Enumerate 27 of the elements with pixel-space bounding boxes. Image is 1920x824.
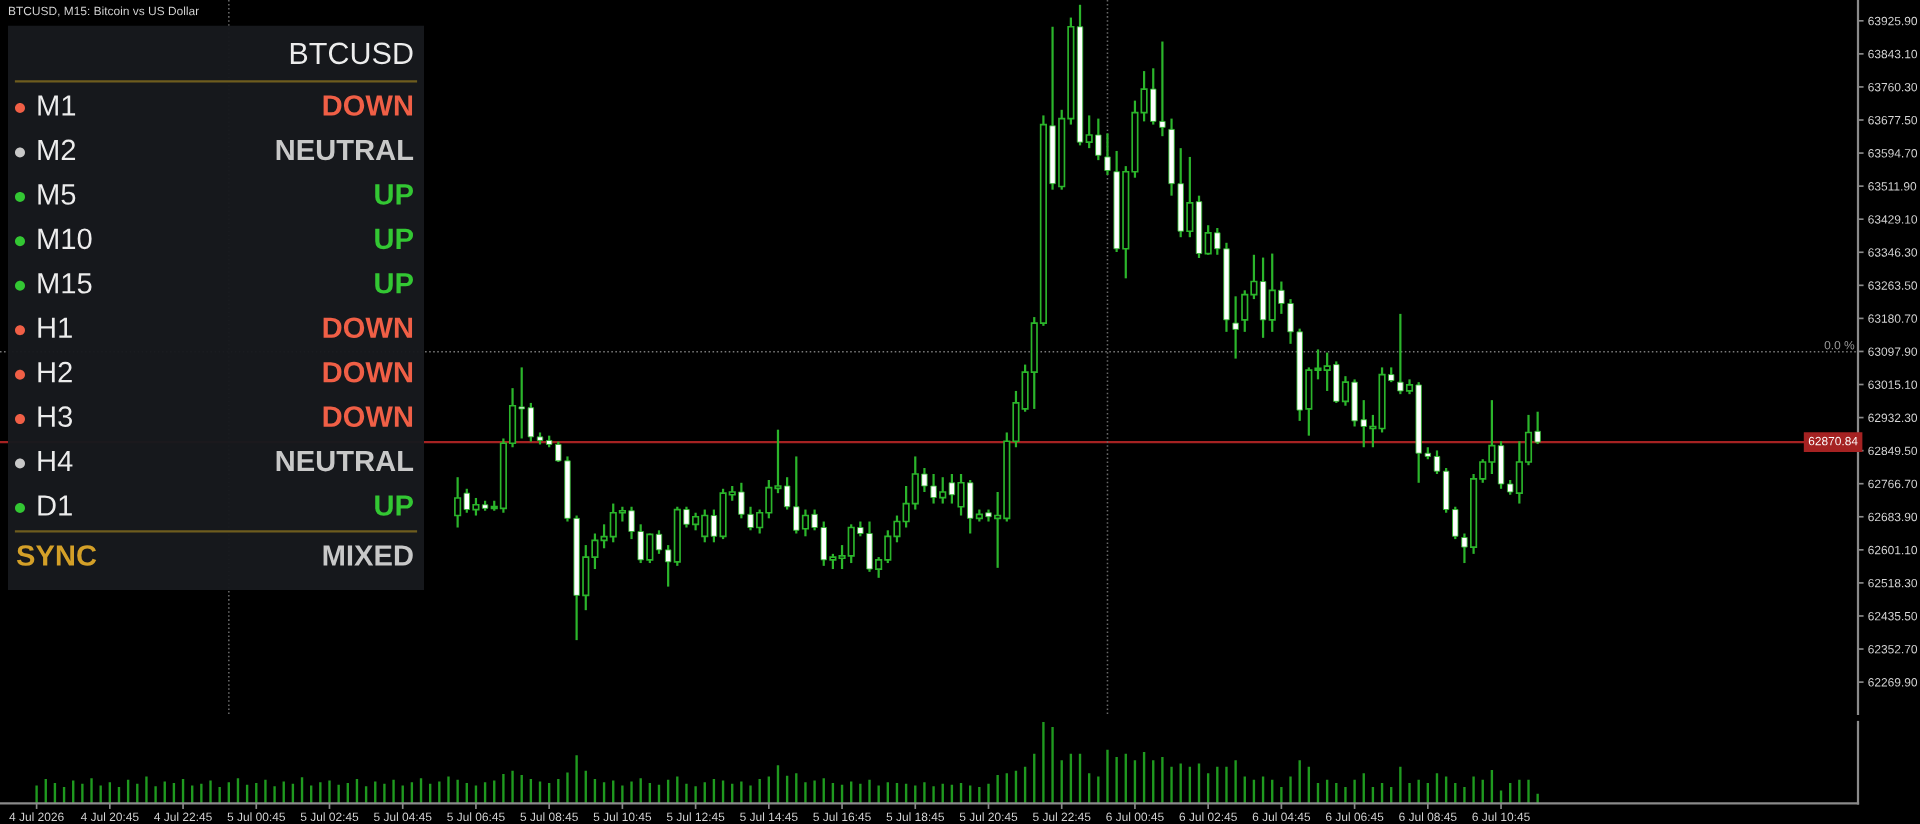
category-label: H2 xyxy=(38,361,72,383)
annotation: DOWN xyxy=(323,95,413,116)
candlestick xyxy=(1104,132,1111,177)
candlestick xyxy=(454,476,462,529)
candlestick xyxy=(801,508,810,538)
candlestick xyxy=(1232,295,1239,360)
category-label: M2 xyxy=(38,139,76,160)
annotation: MIXED xyxy=(323,545,413,566)
annotation: NEUTRAL xyxy=(276,451,414,472)
text: BTCUSD xyxy=(290,42,413,65)
category-label: M1 xyxy=(38,95,76,116)
annotation: DOWN xyxy=(323,317,413,339)
annotation: DOWN xyxy=(323,361,413,383)
category-label: H1 xyxy=(38,317,72,338)
annotation: UP xyxy=(375,184,413,205)
category-label: M15 xyxy=(38,273,92,294)
category-label: M10 xyxy=(38,228,92,250)
category-label: D1 xyxy=(38,495,72,516)
category-label: M5 xyxy=(38,184,76,205)
annotation: UP xyxy=(375,228,413,250)
category-label: H3 xyxy=(38,406,72,427)
annotation: NEUTRAL xyxy=(276,139,414,161)
annotation: DOWN xyxy=(323,406,413,427)
category-label: H4 xyxy=(38,451,73,472)
annotation: UP xyxy=(375,273,413,294)
annotation: UP xyxy=(375,495,413,516)
annotation: SYNC xyxy=(16,545,97,566)
